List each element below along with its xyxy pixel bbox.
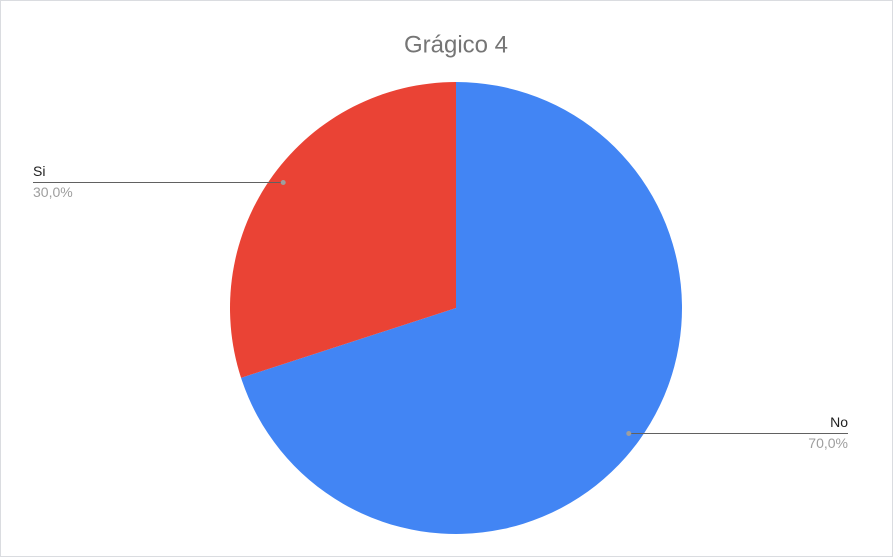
slice-label: Si xyxy=(33,163,45,179)
chart-title: Grágico 4 xyxy=(404,31,508,58)
slice-value-label: 30,0% xyxy=(33,184,73,200)
slice-label: No xyxy=(830,414,848,430)
slice-value-label: 70,0% xyxy=(808,435,848,451)
leader-dot xyxy=(280,179,286,185)
pie-slice xyxy=(229,82,456,378)
leader-dot xyxy=(626,431,632,437)
pie-slice xyxy=(241,82,682,534)
